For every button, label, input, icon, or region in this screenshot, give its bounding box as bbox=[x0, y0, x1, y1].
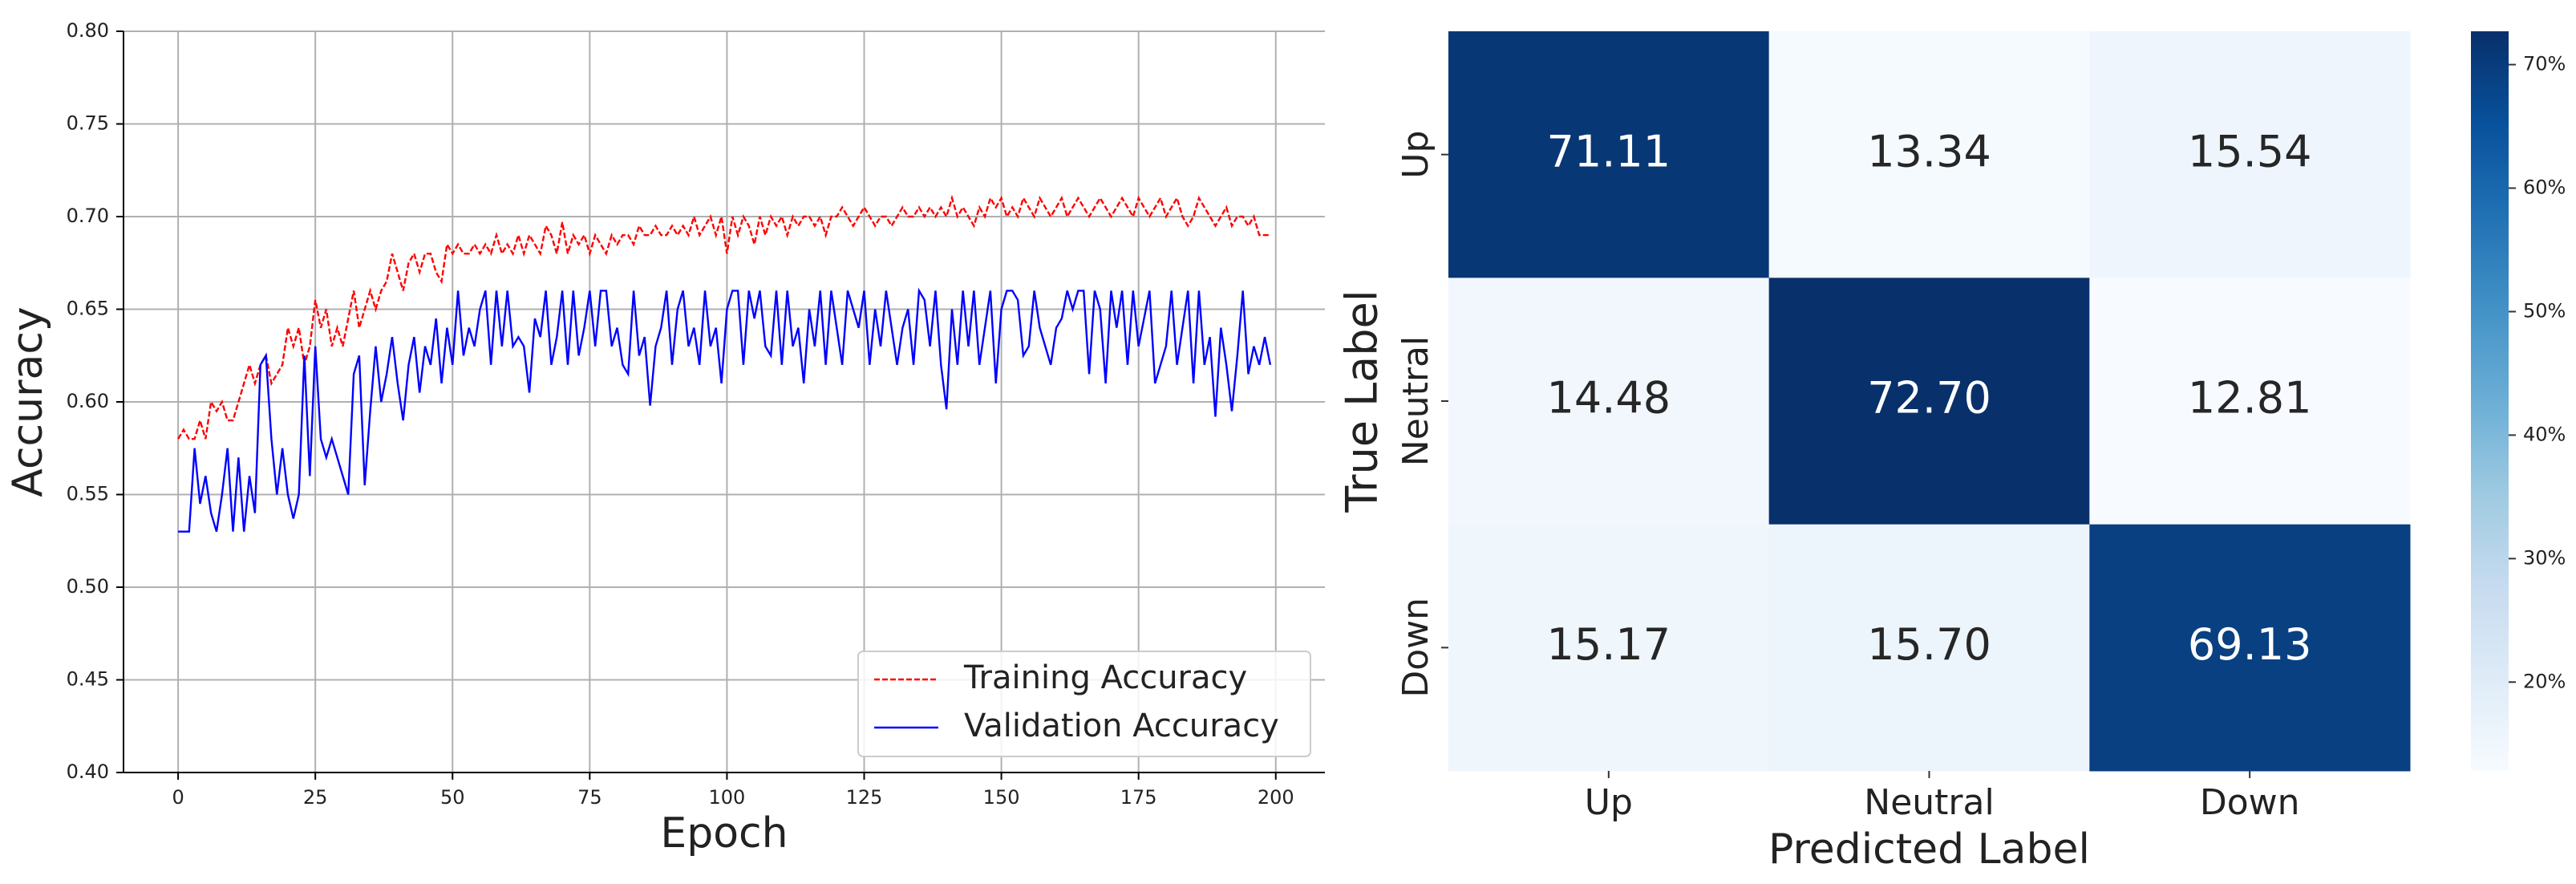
cell-label: 69.13 bbox=[2188, 619, 2312, 670]
x-tick-label: 50 bbox=[440, 786, 465, 809]
x-tick-label: 25 bbox=[303, 786, 328, 809]
y-tick-label: 0.60 bbox=[67, 390, 109, 412]
heatmap-cell bbox=[1768, 31, 2090, 278]
y-tick-label: 0.50 bbox=[67, 575, 109, 598]
y-tick-label: Down bbox=[1395, 598, 1436, 698]
y-tick-label: 0.80 bbox=[67, 19, 109, 42]
heatmap-cell bbox=[1448, 31, 1770, 278]
x-tick-label: 175 bbox=[1120, 786, 1157, 809]
colorbar-tick-label: 50% bbox=[2523, 299, 2566, 322]
cell-label: 15.17 bbox=[1547, 619, 1671, 670]
x-tick-label: 150 bbox=[983, 786, 1020, 809]
heatmap-cell bbox=[2089, 31, 2411, 278]
colorbar-tick-label: 60% bbox=[2523, 176, 2566, 199]
cell-label: 15.54 bbox=[2188, 126, 2312, 176]
x-axis-label: Predicted Label bbox=[1768, 825, 2090, 874]
y-tick-label: 0.65 bbox=[67, 298, 109, 320]
colorbar-tick-label: 30% bbox=[2523, 546, 2566, 569]
heatmap-cell bbox=[1448, 278, 1770, 525]
y-axis-label: True Label bbox=[1337, 290, 1387, 513]
colorbar-tick-label: 40% bbox=[2523, 423, 2566, 445]
cell-label: 15.70 bbox=[1867, 619, 1991, 670]
series-line bbox=[178, 287, 1272, 533]
colorbar bbox=[2471, 31, 2509, 771]
heatmap-cell bbox=[1448, 524, 1770, 772]
x-tick-label: 100 bbox=[709, 786, 746, 809]
cell-label: 71.11 bbox=[1547, 126, 1671, 176]
heatmap-cell bbox=[2089, 524, 2411, 772]
x-tick-label: Down bbox=[2200, 782, 2300, 823]
y-tick-label: 0.70 bbox=[67, 205, 109, 227]
x-tick-label: Neutral bbox=[1864, 782, 1994, 823]
series-line bbox=[177, 194, 1270, 440]
y-tick-label: 0.75 bbox=[67, 112, 109, 135]
heatmap-cell bbox=[2089, 278, 2411, 525]
y-tick-label: Neutral bbox=[1395, 336, 1436, 466]
x-tick-label: 200 bbox=[1258, 786, 1294, 809]
legend-label: Training Accuracy bbox=[963, 659, 1247, 696]
y-axis-label: Accuracy bbox=[4, 306, 52, 497]
cell-label: 13.34 bbox=[1867, 126, 1991, 176]
y-tick-label: 0.40 bbox=[67, 760, 109, 783]
x-tick-label: Up bbox=[1585, 782, 1633, 823]
y-tick-label: 0.55 bbox=[67, 483, 109, 505]
y-tick-label: Up bbox=[1395, 131, 1436, 179]
x-tick-label: 75 bbox=[577, 786, 602, 809]
colorbar-tick-label: 70% bbox=[2523, 53, 2566, 75]
y-tick-label: 0.45 bbox=[67, 668, 109, 691]
cell-label: 72.70 bbox=[1867, 373, 1991, 424]
colorbar-tick-label: 20% bbox=[2523, 670, 2566, 692]
x-tick-label: 125 bbox=[846, 786, 883, 809]
cell-label: 14.48 bbox=[1547, 373, 1671, 424]
legend-box bbox=[857, 651, 1311, 757]
x-tick-label: 0 bbox=[172, 786, 184, 809]
heatmap-cell bbox=[1768, 278, 2090, 525]
cell-label: 12.81 bbox=[2188, 373, 2312, 424]
x-axis-label: Epoch bbox=[660, 809, 788, 858]
heatmap-cell bbox=[1768, 524, 2090, 772]
legend-label: Validation Accuracy bbox=[964, 708, 1279, 744]
